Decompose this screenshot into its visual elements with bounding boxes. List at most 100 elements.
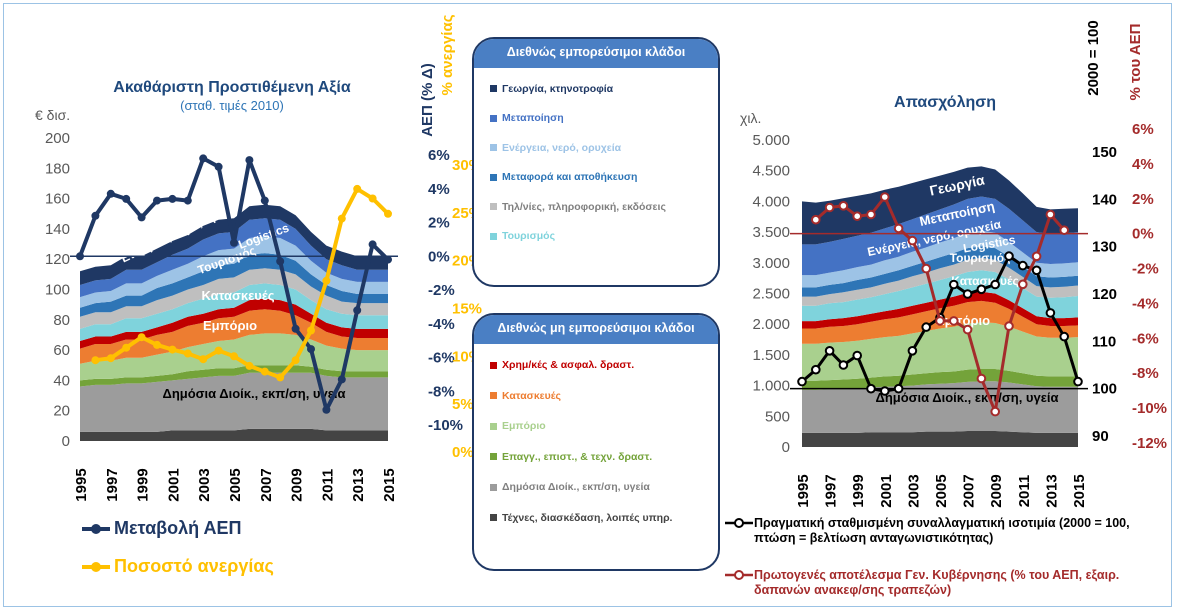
c2-y3-title: % του ΑΕΠ bbox=[1127, 24, 1144, 101]
c1-area-band-11 bbox=[80, 204, 388, 285]
c1-y-tick-7: 140 bbox=[45, 221, 70, 238]
c2-y3-tick-0: -12% bbox=[1132, 435, 1167, 452]
c1-y-tick-4: 80 bbox=[53, 312, 70, 329]
nontradable-item-3: Επαγγ., επιστ., & τεχν. δραστ. bbox=[490, 442, 708, 473]
legend-label-primary-balance: Πρωτογενές αποτέλεσμα Γεν. Κυβέρνησης (%… bbox=[754, 568, 1120, 597]
c2-point-series-0-12 bbox=[962, 289, 973, 299]
c2-title: Απασχόληση bbox=[894, 94, 996, 111]
c2-y3-tick-8: 4% bbox=[1132, 156, 1154, 173]
c1-y-unit: € δισ. bbox=[35, 107, 70, 123]
c2-x-tick-7: 2009 bbox=[988, 474, 1005, 507]
c1-point-series-0-5 bbox=[153, 196, 161, 205]
c2-area-band-0 bbox=[802, 431, 1078, 447]
c1-point-series-0-18 bbox=[353, 306, 362, 315]
c2-point-series-0-1 bbox=[811, 364, 821, 375]
c1-point-series-1-11 bbox=[260, 367, 269, 376]
c2-point-series-1-5 bbox=[880, 192, 890, 202]
tradable-swatch-2 bbox=[490, 144, 497, 152]
c1-point-series-0-19 bbox=[368, 240, 377, 249]
c1-area-label-5: Κατασκευές bbox=[201, 288, 274, 303]
c1-point-series-0-9 bbox=[214, 162, 223, 171]
c2-y2-tick-2: 110 bbox=[1092, 333, 1116, 350]
nontradable-item-0: Χρημ/κές & ασφαλ. δραστ. bbox=[490, 350, 708, 381]
c1-y2-tick-8: 6% bbox=[428, 147, 450, 164]
c2-point-series-0-3 bbox=[838, 360, 849, 370]
c1-point-series-1-13 bbox=[291, 356, 300, 365]
c2-point-series-0-9 bbox=[921, 322, 932, 332]
c1-point-series-0-1 bbox=[91, 211, 100, 220]
legend-primary-balance: Πρωτογενές αποτέλεσμα Γεν. Κυβέρνησης (%… bbox=[724, 568, 1164, 598]
tradable-label-3: Μεταφορά και αποθήκευση bbox=[502, 171, 638, 184]
c1-x-tick-1: 1997 bbox=[104, 468, 121, 501]
tradable-swatch-3 bbox=[490, 173, 497, 181]
c1-x-tick-7: 2009 bbox=[289, 468, 306, 501]
c2-point-series-0-14 bbox=[990, 279, 1001, 290]
c2-area-band-3 bbox=[802, 322, 1078, 381]
c1-y-tick-9: 180 bbox=[45, 160, 70, 177]
c1-area-band-0 bbox=[80, 428, 388, 441]
c2-y-tick-5: 2.500 bbox=[752, 286, 790, 303]
c1-y3-tick-0: 0% bbox=[452, 444, 474, 461]
legend-marker-unemployment bbox=[82, 561, 110, 572]
c2-point-series-1-14 bbox=[1004, 321, 1014, 331]
c1-area-band-2 bbox=[80, 365, 388, 387]
c1-y-tick-2: 40 bbox=[53, 372, 70, 389]
c2-y3-tick-6: 0% bbox=[1132, 226, 1154, 243]
nontradable-label-1: Κατασκευές bbox=[502, 389, 561, 402]
c1-area-band-9 bbox=[80, 236, 388, 308]
c2-y-tick-10: 5.000 bbox=[752, 132, 790, 149]
c2-area-band-1 bbox=[802, 381, 1078, 433]
c2-point-series-0-4 bbox=[852, 350, 863, 361]
tradable-label-2: Ενέργεια, νερό, ορυχεία bbox=[502, 141, 622, 154]
nontradable-label-4: Δημόσια Διοίκ., εκπ/ση, υγεία bbox=[502, 481, 650, 494]
c1-x-tick-8: 2011 bbox=[319, 469, 336, 502]
nontradable-swatch-4 bbox=[490, 483, 497, 491]
c1-point-series-0-17 bbox=[337, 375, 346, 384]
c1-y-tick-0: 0 bbox=[62, 433, 70, 450]
c1-y-tick-6: 120 bbox=[45, 251, 70, 268]
c2-x-tick-5: 2005 bbox=[933, 474, 950, 507]
c1-point-series-1-2 bbox=[122, 343, 131, 352]
c2-point-series-1-3 bbox=[852, 211, 863, 221]
nontradable-swatch-3 bbox=[490, 453, 497, 461]
c1-x-tick-9: 2013 bbox=[350, 468, 367, 501]
c1-y3-tick-3: 15% bbox=[452, 301, 482, 318]
c2-y2-tick-3: 120 bbox=[1092, 286, 1117, 303]
c2-point-series-0-17 bbox=[1031, 265, 1042, 276]
c1-point-series-1-19 bbox=[384, 209, 392, 218]
c2-area-label-7: Δημόσια Διοίκ., εκπ/ση, υγεία bbox=[875, 390, 1058, 405]
c2-x-tick-2: 1999 bbox=[850, 474, 867, 507]
c2-y-tick-2: 1.000 bbox=[752, 378, 790, 395]
c2-y-tick-8: 4.000 bbox=[752, 193, 790, 210]
c1-area-band-8 bbox=[80, 253, 388, 317]
c2-y2-tick-5: 140 bbox=[1092, 191, 1117, 208]
c2-point-series-0-13 bbox=[976, 284, 987, 295]
c2-point-series-1-15 bbox=[1018, 279, 1028, 290]
c1-point-series-1-0 bbox=[91, 356, 100, 365]
c1-point-series-1-18 bbox=[368, 194, 377, 203]
c2-point-series-0-16 bbox=[1018, 260, 1028, 271]
c1-point-series-1-17 bbox=[353, 184, 362, 193]
c1-y-tick-3: 60 bbox=[53, 342, 70, 359]
c1-y-tick-1: 20 bbox=[53, 403, 70, 420]
c1-point-series-1-8 bbox=[214, 346, 223, 355]
c2-y-tick-3: 1.500 bbox=[752, 347, 790, 364]
c2-y-tick-0: 0 bbox=[782, 439, 790, 456]
nontradable-label-2: Εμπόριο bbox=[502, 420, 546, 433]
c2-point-series-0-11 bbox=[949, 279, 959, 290]
nontradable-label-3: Επαγγ., επιστ., & τεχν. δραστ. bbox=[502, 450, 653, 463]
c1-y2-tick-1: -8% bbox=[428, 383, 455, 400]
c1-x-tick-3: 2001 bbox=[165, 468, 182, 501]
c1-y2-title: ΑΕΠ (% Δ) bbox=[419, 63, 436, 137]
c1-y3-title: % ανεργίας bbox=[439, 14, 456, 95]
c2-point-series-0-7 bbox=[893, 383, 904, 394]
c2-point-series-0-6 bbox=[880, 386, 890, 396]
nontradable-sectors-panel: Διεθνώς μη εμπορεύσιμοι κλάδοι Χρημ/κές … bbox=[472, 313, 720, 571]
nontradable-item-5: Τέχνες, διασκέδαση, λοιπές υπηρ. bbox=[490, 503, 708, 534]
c2-point-series-0-0 bbox=[797, 376, 807, 387]
tradable-label-5: Τουρισμός bbox=[502, 230, 556, 243]
c2-point-series-1-6 bbox=[893, 223, 904, 234]
tradable-swatch-1 bbox=[490, 114, 497, 122]
c1-y2-tick-3: -4% bbox=[428, 316, 455, 333]
